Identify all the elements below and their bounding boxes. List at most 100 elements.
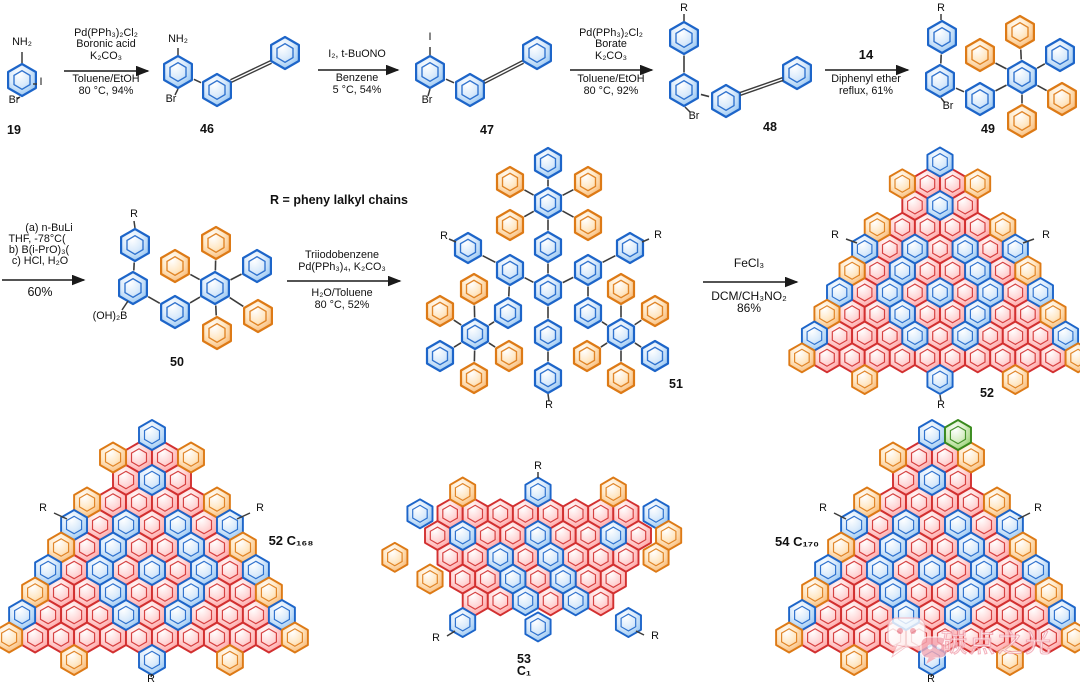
compound-label-46: 46 xyxy=(200,122,214,136)
attached-phenyl-ring xyxy=(1064,342,1080,374)
compound-label-47: 47 xyxy=(480,123,494,137)
attached-phenyl-ring xyxy=(381,541,409,573)
cond3-reagent2: Borate xyxy=(595,38,627,50)
benzene-ring xyxy=(459,272,489,306)
cond2-solvent: Benzene xyxy=(336,72,379,84)
atom-br-19: Br xyxy=(9,94,20,106)
atom-r-52c168-right: R xyxy=(256,502,264,514)
fused-hexagon xyxy=(511,585,539,617)
atom-r-52-bottom: R xyxy=(937,399,945,411)
bubble-eye-icon xyxy=(927,644,933,650)
benzene-ring xyxy=(202,72,232,108)
attached-phenyl-ring xyxy=(177,441,205,474)
benzene-ring xyxy=(668,20,700,56)
benzene-ring xyxy=(521,35,553,71)
cond5-step-c: c) HCl, H₂O xyxy=(12,255,68,267)
atom-r-51-left: R xyxy=(440,230,448,242)
benzene-ring xyxy=(606,317,636,351)
benzene-ring xyxy=(460,317,490,351)
benzene-ring xyxy=(495,165,525,199)
benzene-ring xyxy=(495,208,525,242)
cond4-solvent: Diphenyl ether xyxy=(831,73,901,85)
atom-i-47: I xyxy=(429,31,432,43)
compound-label-48: 48 xyxy=(763,120,777,134)
cond1-yield: 80 °C, 94% xyxy=(79,85,134,97)
molecule-52-c168 xyxy=(0,419,309,676)
compound-51 xyxy=(425,146,670,395)
fused-hexagon xyxy=(888,255,916,287)
attached-phenyl-ring xyxy=(138,419,166,451)
benzene-ring xyxy=(573,296,603,330)
benzene-ring xyxy=(668,72,700,108)
fused-hexagon xyxy=(918,464,946,496)
benzene-ring xyxy=(1044,37,1076,73)
benzene-ring xyxy=(415,54,445,90)
attached-phenyl-ring xyxy=(996,644,1024,676)
atom-r-54-right: R xyxy=(1034,502,1042,514)
atom-r-54-left: R xyxy=(819,502,827,514)
benzene-ring xyxy=(270,35,300,71)
cond3-yield: 80 °C, 92% xyxy=(584,85,639,97)
atom-br-47: Br xyxy=(422,94,433,106)
benzene-ring xyxy=(533,186,563,220)
chat-bubble-icon xyxy=(887,617,926,648)
atom-r-54-bottom: R xyxy=(927,673,935,685)
attached-phenyl-ring xyxy=(944,419,972,451)
benzene-ring xyxy=(964,81,996,117)
cond1-reagent3: K₂CO₃ xyxy=(90,50,122,62)
atom-r-52c168-bottom: R xyxy=(147,673,155,685)
fused-hexagon xyxy=(549,563,577,595)
fused-hexagon xyxy=(112,599,140,631)
compound-label-50: 50 xyxy=(170,355,184,369)
compound-label-54c170: 54 C₁₇₀ xyxy=(775,534,819,549)
r-substituted-ring xyxy=(60,509,88,541)
atom-r-51-right: R xyxy=(654,229,662,241)
fused-hexagon xyxy=(587,585,615,617)
cond7-yield: 86% xyxy=(737,301,761,315)
fused-hexagon xyxy=(562,585,590,617)
benzene-ring xyxy=(202,315,232,351)
benzene-ring xyxy=(606,361,636,395)
cond2-reagent: I₂, t-BuONO xyxy=(328,48,386,60)
compound-label-51: 51 xyxy=(669,377,683,391)
compound-46 xyxy=(163,35,300,108)
atom-r-53-bottom-left: R xyxy=(432,632,440,644)
alkyne-bonds xyxy=(230,60,784,96)
chat-bubble-small-tail-icon xyxy=(926,657,936,664)
attached-phenyl-ring xyxy=(879,441,907,474)
cond7-reagent: FeCl₃ xyxy=(734,256,764,270)
cond4-yield: reflux, 61% xyxy=(839,85,893,97)
compound-47 xyxy=(415,35,553,108)
attached-phenyl-ring xyxy=(416,563,444,595)
watermark: 碳点之光 xyxy=(887,617,1052,664)
benzene-ring xyxy=(615,231,645,265)
benzene-ring xyxy=(572,339,602,373)
cond5-step-a2: THF, -78°C( xyxy=(8,233,66,245)
benzene-ring xyxy=(425,294,455,328)
benzene-ring xyxy=(640,339,670,373)
fused-hexagon xyxy=(926,277,954,308)
compound-label-19: 19 xyxy=(7,123,21,137)
atom-i-19: I xyxy=(40,76,43,88)
benzene-ring xyxy=(119,227,150,263)
compound-50 xyxy=(117,225,273,351)
benzene-ring xyxy=(606,272,636,306)
benzene-ring xyxy=(242,248,272,284)
cond3-solvent: Toluene/EtOH xyxy=(577,73,644,85)
benzene-ring xyxy=(200,270,230,306)
benzene-ring xyxy=(243,298,273,334)
benzene-ring xyxy=(1046,81,1078,117)
attached-phenyl-ring xyxy=(216,644,244,676)
fused-hexagon xyxy=(901,320,929,352)
attached-phenyl-ring xyxy=(449,476,477,508)
atom-r-52c168-left: R xyxy=(39,502,47,514)
benzene-ring xyxy=(494,339,524,373)
benzene-ring xyxy=(533,230,563,264)
compound-19 xyxy=(7,62,38,98)
benzene-ring xyxy=(1006,103,1038,139)
benzene-ring xyxy=(964,37,996,73)
benzene-ring xyxy=(1006,59,1038,95)
atom-r-53-top: R xyxy=(534,460,542,472)
atom-br-46: Br xyxy=(166,93,177,105)
